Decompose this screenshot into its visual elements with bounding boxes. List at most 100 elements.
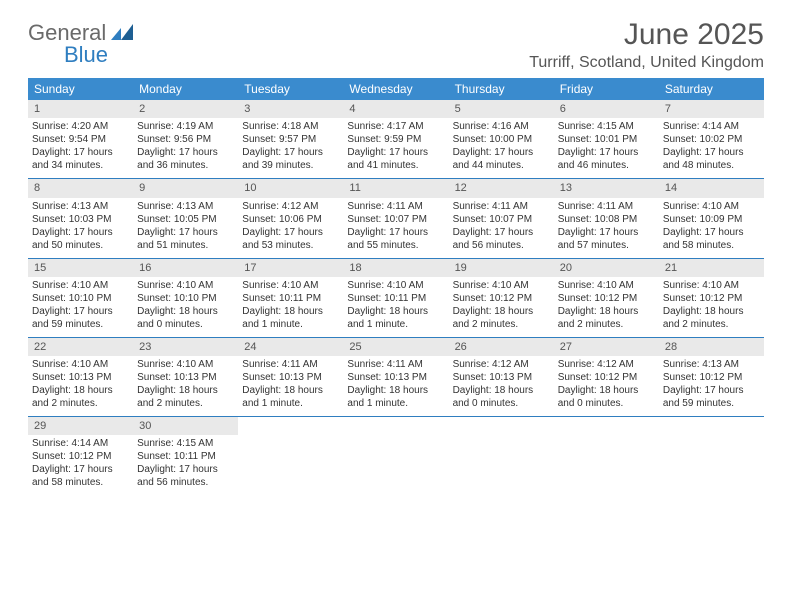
day-cell	[554, 435, 659, 495]
location: Turriff, Scotland, United Kingdom	[529, 54, 764, 72]
day-line-sunrise: Sunrise: 4:10 AM	[663, 279, 760, 292]
day-number	[238, 417, 343, 436]
day-line-sunrise: Sunrise: 4:12 AM	[242, 200, 339, 213]
day-line-sunset: Sunset: 10:02 PM	[663, 133, 760, 146]
day-line-d1: Daylight: 17 hours	[453, 146, 550, 159]
day-cell: Sunrise: 4:12 AMSunset: 10:06 PMDaylight…	[238, 198, 343, 259]
day-cell: Sunrise: 4:12 AMSunset: 10:13 PMDaylight…	[449, 356, 554, 417]
day-number: 12	[449, 179, 554, 198]
day-content-row: Sunrise: 4:10 AMSunset: 10:10 PMDaylight…	[28, 277, 764, 338]
day-line-sunrise: Sunrise: 4:14 AM	[32, 437, 129, 450]
day-header: Monday	[133, 78, 238, 100]
day-line-sunset: Sunset: 10:12 PM	[663, 292, 760, 305]
day-line-d2: and 0 minutes.	[453, 397, 550, 410]
day-line-d1: Daylight: 17 hours	[242, 226, 339, 239]
day-line-d2: and 55 minutes.	[347, 239, 444, 252]
day-line-sunrise: Sunrise: 4:11 AM	[347, 358, 444, 371]
day-line-d1: Daylight: 18 hours	[558, 384, 655, 397]
day-line-sunrise: Sunrise: 4:11 AM	[242, 358, 339, 371]
title-block: June 2025 Turriff, Scotland, United King…	[529, 18, 764, 72]
day-line-sunrise: Sunrise: 4:11 AM	[558, 200, 655, 213]
day-line-sunset: Sunset: 10:00 PM	[453, 133, 550, 146]
day-number: 4	[343, 100, 448, 118]
day-number: 26	[449, 337, 554, 356]
day-line-sunrise: Sunrise: 4:10 AM	[347, 279, 444, 292]
day-cell: Sunrise: 4:14 AMSunset: 10:12 PMDaylight…	[28, 435, 133, 495]
day-number: 5	[449, 100, 554, 118]
day-line-sunset: Sunset: 10:07 PM	[347, 213, 444, 226]
day-number: 6	[554, 100, 659, 118]
day-line-d2: and 0 minutes.	[137, 318, 234, 331]
day-line-sunrise: Sunrise: 4:17 AM	[347, 120, 444, 133]
day-line-d2: and 58 minutes.	[32, 476, 129, 489]
day-number: 15	[28, 258, 133, 277]
day-line-sunset: Sunset: 10:11 PM	[242, 292, 339, 305]
day-line-d1: Daylight: 17 hours	[663, 226, 760, 239]
day-line-d1: Daylight: 17 hours	[558, 146, 655, 159]
day-content-row: Sunrise: 4:10 AMSunset: 10:13 PMDaylight…	[28, 356, 764, 417]
day-line-sunset: Sunset: 10:06 PM	[242, 213, 339, 226]
day-line-d1: Daylight: 18 hours	[242, 384, 339, 397]
day-line-d1: Daylight: 17 hours	[453, 226, 550, 239]
day-line-sunset: Sunset: 10:05 PM	[137, 213, 234, 226]
day-line-sunset: Sunset: 10:07 PM	[453, 213, 550, 226]
day-cell: Sunrise: 4:10 AMSunset: 10:09 PMDaylight…	[659, 198, 764, 259]
day-line-d2: and 57 minutes.	[558, 239, 655, 252]
day-cell: Sunrise: 4:10 AMSunset: 10:13 PMDaylight…	[28, 356, 133, 417]
day-number: 23	[133, 337, 238, 356]
day-cell: Sunrise: 4:13 AMSunset: 10:12 PMDaylight…	[659, 356, 764, 417]
day-line-d1: Daylight: 18 hours	[137, 305, 234, 318]
day-line-sunrise: Sunrise: 4:14 AM	[663, 120, 760, 133]
month-title: June 2025	[529, 18, 764, 52]
day-line-sunrise: Sunrise: 4:12 AM	[558, 358, 655, 371]
logo-text-blue: Blue	[64, 44, 133, 66]
day-line-d1: Daylight: 17 hours	[137, 463, 234, 476]
day-number-row: 891011121314	[28, 179, 764, 198]
day-cell: Sunrise: 4:10 AMSunset: 10:11 PMDaylight…	[343, 277, 448, 338]
day-number: 22	[28, 337, 133, 356]
day-cell: Sunrise: 4:10 AMSunset: 10:12 PMDaylight…	[449, 277, 554, 338]
day-line-d1: Daylight: 18 hours	[558, 305, 655, 318]
day-line-d1: Daylight: 18 hours	[347, 305, 444, 318]
day-number: 28	[659, 337, 764, 356]
day-line-d2: and 34 minutes.	[32, 159, 129, 172]
day-cell: Sunrise: 4:10 AMSunset: 10:10 PMDaylight…	[28, 277, 133, 338]
logo-mark-icon	[111, 24, 133, 45]
day-line-d1: Daylight: 17 hours	[32, 146, 129, 159]
calendar-table: Sunday Monday Tuesday Wednesday Thursday…	[28, 78, 764, 495]
header: General Blue June 2025 Turriff, Scotland…	[28, 18, 764, 72]
day-cell: Sunrise: 4:10 AMSunset: 10:12 PMDaylight…	[554, 277, 659, 338]
day-line-sunrise: Sunrise: 4:20 AM	[32, 120, 129, 133]
day-line-sunrise: Sunrise: 4:13 AM	[137, 200, 234, 213]
day-number	[449, 417, 554, 436]
day-line-d1: Daylight: 17 hours	[32, 463, 129, 476]
day-line-d2: and 44 minutes.	[453, 159, 550, 172]
day-number: 14	[659, 179, 764, 198]
day-line-sunset: Sunset: 10:13 PM	[242, 371, 339, 384]
day-line-sunrise: Sunrise: 4:11 AM	[347, 200, 444, 213]
day-line-d1: Daylight: 17 hours	[32, 226, 129, 239]
day-cell: Sunrise: 4:13 AMSunset: 10:03 PMDaylight…	[28, 198, 133, 259]
day-number: 25	[343, 337, 448, 356]
day-line-d2: and 56 minutes.	[453, 239, 550, 252]
day-number-row: 22232425262728	[28, 337, 764, 356]
day-cell	[659, 435, 764, 495]
day-number: 24	[238, 337, 343, 356]
day-line-d2: and 1 minute.	[347, 397, 444, 410]
day-line-sunrise: Sunrise: 4:10 AM	[137, 358, 234, 371]
day-cell: Sunrise: 4:10 AMSunset: 10:12 PMDaylight…	[659, 277, 764, 338]
day-cell: Sunrise: 4:13 AMSunset: 10:05 PMDaylight…	[133, 198, 238, 259]
day-line-d2: and 48 minutes.	[663, 159, 760, 172]
day-line-d2: and 2 minutes.	[137, 397, 234, 410]
day-number: 20	[554, 258, 659, 277]
day-cell	[238, 435, 343, 495]
day-line-d2: and 1 minute.	[242, 397, 339, 410]
day-cell: Sunrise: 4:16 AMSunset: 10:00 PMDaylight…	[449, 118, 554, 179]
day-line-sunset: Sunset: 10:11 PM	[347, 292, 444, 305]
day-header: Tuesday	[238, 78, 343, 100]
day-line-sunset: Sunset: 10:12 PM	[663, 371, 760, 384]
day-number: 9	[133, 179, 238, 198]
day-line-d2: and 2 minutes.	[32, 397, 129, 410]
day-line-sunrise: Sunrise: 4:12 AM	[453, 358, 550, 371]
day-line-sunset: Sunset: 9:59 PM	[347, 133, 444, 146]
